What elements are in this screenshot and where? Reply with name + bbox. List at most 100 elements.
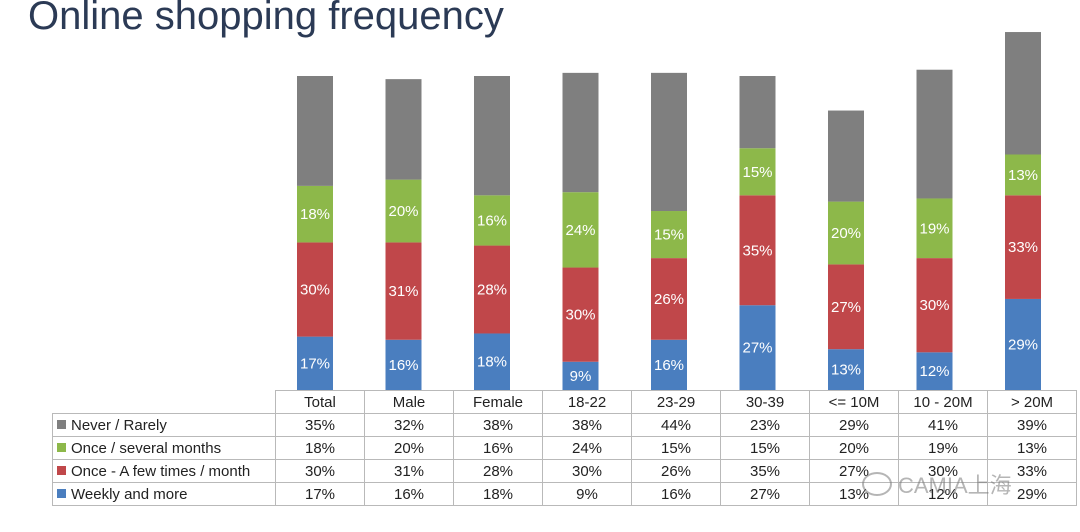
table-cell-never-rarely-male: 32% xyxy=(364,413,454,437)
data-label-once-a-few-times-month-18-22: 30% xyxy=(565,307,595,324)
table-cell-never-rarely-total: 35% xyxy=(275,413,365,437)
data-label-once-several-months-10m: 20% xyxy=(831,225,861,242)
bar-never-rarely-10m xyxy=(828,110,864,202)
bar-weekly-and-more-total xyxy=(297,336,333,390)
data-label-once-several-months-female: 16% xyxy=(477,212,507,229)
table-cell-never-rarely-18-22: 38% xyxy=(542,413,632,437)
data-label-weekly-and-more-18-22: 9% xyxy=(570,368,592,385)
table-cell-weekly-and-more-10-20m: 12% xyxy=(898,482,988,506)
stacked-bar-chart: 17% 30% 18% 16% 31% 20% 18% 28% 16% 9% 30% 24% 16% 26… xyxy=(297,32,1041,390)
legend-swatch xyxy=(57,419,66,429)
legend-swatch xyxy=(57,488,66,498)
table-row-once-several-months: Once / several months 18% 20% 16% 24% 15% 15% 2… xyxy=(52,436,1077,460)
column-header-total: Total xyxy=(275,390,365,414)
bar-once-a-few-times-month-female xyxy=(474,245,510,334)
data-label-weekly-and-more-total: 17% xyxy=(300,355,330,372)
legend-weekly-and-more: Weekly and more xyxy=(52,482,276,506)
chart-title: Online shopping frequency xyxy=(28,0,504,38)
bar-once-several-months-female xyxy=(474,195,510,246)
data-label-once-a-few-times-month-20m: 33% xyxy=(1008,239,1038,256)
table-cell-weekly-and-more-male: 16% xyxy=(364,482,454,506)
table-cell-once-a-few-times-month-male: 31% xyxy=(364,459,454,483)
column-header-30-39: 30-39 xyxy=(720,390,810,414)
table-cell-weekly-and-more-23-29: 16% xyxy=(631,482,721,506)
table-cell-weekly-and-more-30-39: 27% xyxy=(720,482,810,506)
column-header-23-29: 23-29 xyxy=(631,390,721,414)
column-header-female: Female xyxy=(453,390,543,414)
data-label-weekly-and-more-23-29: 16% xyxy=(654,357,684,374)
data-label-once-several-months-10-20m: 19% xyxy=(919,220,949,237)
bar-never-rarely-male xyxy=(385,79,422,180)
data-label-once-a-few-times-month-23-29: 26% xyxy=(654,291,684,308)
bar-never-rarely-18-22 xyxy=(562,72,599,193)
bar-never-rarely-20m xyxy=(1005,32,1041,155)
bar-weekly-and-more-23-29 xyxy=(651,339,687,390)
table-cell-once-several-months-18-22: 24% xyxy=(542,436,632,460)
table-cell-once-several-months-10m: 20% xyxy=(809,436,899,460)
bar-once-a-few-times-month-20m xyxy=(1005,195,1041,299)
data-label-weekly-and-more-10-20m: 12% xyxy=(919,363,949,380)
bar-once-a-few-times-month-23-29 xyxy=(651,258,687,340)
bar-weekly-and-more-male xyxy=(385,339,422,390)
bar-once-several-months-20m xyxy=(1005,154,1041,196)
bar-weekly-and-more-female xyxy=(474,333,510,390)
table-cell-weekly-and-more-total: 17% xyxy=(275,482,365,506)
legend-label: Once - A few times / month xyxy=(71,462,251,480)
table-cell-once-several-months-23-29: 15% xyxy=(631,436,721,460)
bar-once-several-months-30-39 xyxy=(739,148,776,196)
data-label-once-several-months-male: 20% xyxy=(388,203,418,220)
legend-label: Weekly and more xyxy=(71,485,188,503)
table-row-once-a-few-times-month: Once - A few times / month 30% 31% 28% 30% 26… xyxy=(52,459,1077,483)
bar-once-a-few-times-month-10m xyxy=(828,264,864,350)
table-cell-weekly-and-more-female: 18% xyxy=(453,482,543,506)
table-cell-once-several-months-30-39: 15% xyxy=(720,436,810,460)
data-label-once-a-few-times-month-10m: 27% xyxy=(831,299,861,316)
legend-label: Never / Rarely xyxy=(71,416,167,434)
data-label-once-several-months-total: 18% xyxy=(300,206,330,223)
column-header-male: Male xyxy=(364,390,454,414)
column-header-10-20m: 10 - 20M xyxy=(898,390,988,414)
bar-weekly-and-more-20m xyxy=(1005,298,1041,390)
data-label-weekly-and-more-10m: 13% xyxy=(831,362,861,379)
table-cell-never-rarely-10m: 29% xyxy=(809,413,899,437)
table-cell-once-several-months-total: 18% xyxy=(275,436,365,460)
bar-never-rarely-total xyxy=(297,76,333,186)
data-label-once-several-months-23-29: 15% xyxy=(654,227,684,244)
table-cell-once-several-months-female: 16% xyxy=(453,436,543,460)
watermark: CAMIA上海 xyxy=(862,468,1012,500)
legend-swatch xyxy=(57,442,66,452)
table-cell-once-a-few-times-month-female: 28% xyxy=(453,459,543,483)
table-cell-never-rarely-20m: 39% xyxy=(987,413,1077,437)
bar-once-several-months-male xyxy=(385,179,422,243)
bar-never-rarely-23-29 xyxy=(651,72,687,212)
table-cell-never-rarely-female: 38% xyxy=(453,413,543,437)
bar-once-several-months-total xyxy=(297,185,333,243)
data-label-once-a-few-times-month-10-20m: 30% xyxy=(919,297,949,314)
column-header-10m: <= 10M xyxy=(809,390,899,414)
legend-once-several-months: Once / several months xyxy=(52,436,276,460)
legend-once-a-few-times-month: Once - A few times / month xyxy=(52,459,276,483)
table-row-never-rarely: Never / Rarely 35% 32% 38% 38% 44% 23% 29% 41% 39… xyxy=(52,413,1077,437)
data-label-weekly-and-more-30-39: 27% xyxy=(742,340,772,357)
data-label-weekly-and-more-male: 16% xyxy=(388,357,418,374)
data-label-weekly-and-more-20m: 29% xyxy=(1008,336,1038,353)
table-cell-once-a-few-times-month-total: 30% xyxy=(275,459,365,483)
data-table: Total Male Female 18-22 23-29 30-39 <= 10M 10 -… xyxy=(52,390,1077,506)
table-corner xyxy=(52,390,276,414)
table-cell-once-several-months-male: 20% xyxy=(364,436,454,460)
table-cell-once-several-months-20m: 13% xyxy=(987,436,1077,460)
data-label-once-a-few-times-month-30-39: 35% xyxy=(742,242,772,259)
legend-label: Once / several months xyxy=(71,439,222,457)
table-cell-once-a-few-times-month-23-29: 26% xyxy=(631,459,721,483)
data-label-once-several-months-20m: 13% xyxy=(1008,167,1038,184)
data-label-once-a-few-times-month-male: 31% xyxy=(388,283,418,300)
bar-once-a-few-times-month-10-20m xyxy=(916,258,953,353)
bar-once-several-months-23-29 xyxy=(651,211,687,259)
bar-once-a-few-times-month-30-39 xyxy=(739,195,776,306)
bar-weekly-and-more-10m xyxy=(828,349,864,390)
table-cell-once-a-few-times-month-20m: 33% xyxy=(987,459,1077,483)
bar-never-rarely-female xyxy=(474,76,510,196)
bar-once-several-months-10-20m xyxy=(916,198,953,259)
table-cell-weekly-and-more-18-22: 9% xyxy=(542,482,632,506)
table-header-row: Total Male Female 18-22 23-29 30-39 <= 10M 10 -… xyxy=(52,390,1077,414)
